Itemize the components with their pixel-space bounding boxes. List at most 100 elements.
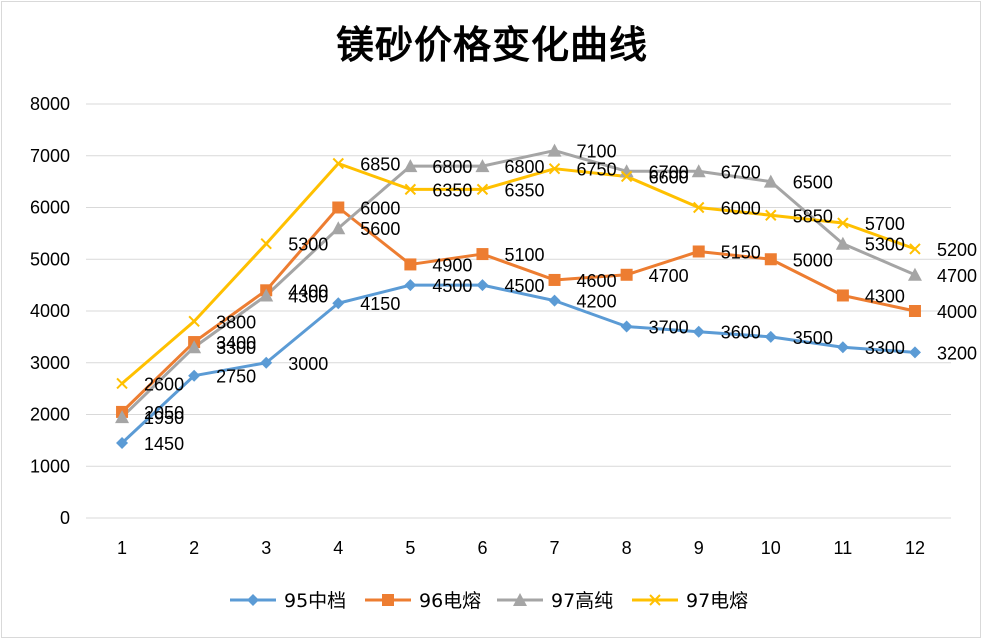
series-4-point <box>404 183 417 196</box>
series-3-point <box>547 143 562 157</box>
x-tick-label: 1 <box>117 538 127 558</box>
series-1-data-label: 4500 <box>432 276 472 296</box>
series-1-point <box>332 297 345 310</box>
series-1-point <box>188 369 201 382</box>
series-1-point <box>404 279 417 292</box>
series-4-point <box>476 183 489 196</box>
x-tick-label: 2 <box>189 538 199 558</box>
series-2-data-label: 4300 <box>865 286 905 306</box>
series-3-data-label: 6700 <box>721 162 761 182</box>
series-1-point <box>908 346 921 359</box>
series-2-point <box>620 268 633 281</box>
series-line-3 <box>120 149 916 419</box>
legend-marker-4 <box>649 594 661 606</box>
series-3-data-label: 4700 <box>937 266 977 286</box>
y-tick-label: 1000 <box>30 456 70 476</box>
y-tick-label: 8000 <box>30 94 70 114</box>
series-4-point <box>260 238 272 250</box>
series-2-point <box>548 273 561 286</box>
y-tick-label: 5000 <box>30 249 70 269</box>
series-3-point <box>331 221 346 235</box>
series-4-point <box>693 201 705 214</box>
y-tick-label: 0 <box>60 508 70 528</box>
y-tick-label: 6000 <box>30 198 70 218</box>
series-4-data-label: 5300 <box>288 235 328 255</box>
series-1-data-label: 3700 <box>649 318 689 338</box>
series-1-point <box>692 325 705 338</box>
series-3-data-label: 3300 <box>216 338 256 358</box>
series-4-point <box>837 217 849 229</box>
series-3-data-label: 4300 <box>288 286 328 306</box>
x-tick-label: 7 <box>550 538 560 558</box>
series-4-point <box>332 157 344 170</box>
series-2-data-label: 4000 <box>937 302 977 322</box>
series-4-data-label: 6600 <box>649 167 689 187</box>
series-1-point <box>476 279 489 292</box>
series-2-point <box>764 253 777 266</box>
series-1-data-label: 3300 <box>865 338 905 358</box>
series-4-data-label: 2600 <box>144 374 184 394</box>
series-4-point <box>620 170 633 183</box>
series-3-point <box>475 159 490 173</box>
legend-label-2: 96电熔 <box>419 590 481 612</box>
series-4-point <box>909 243 921 255</box>
series-4-data-label: 5700 <box>865 214 905 234</box>
series-4-data-label: 3800 <box>216 312 256 332</box>
series-2-point <box>476 248 489 261</box>
series-3-data-label: 1950 <box>144 408 184 428</box>
series-3-point <box>187 340 202 354</box>
series-3-data-label: 6700 <box>649 162 689 182</box>
x-tick-label: 3 <box>261 538 271 558</box>
y-tick-label: 3000 <box>30 353 70 373</box>
series-3-point <box>403 159 418 173</box>
series-2-data-label: 3400 <box>216 333 256 353</box>
legend-marker-2 <box>382 594 394 606</box>
series-4-data-label: 6750 <box>577 160 617 180</box>
series-4-data-label: 6350 <box>504 180 544 200</box>
series-1-data-label: 4150 <box>360 294 400 314</box>
chart-title: 镁砂价格变化曲线 <box>335 22 648 67</box>
legend-label-3: 97高纯 <box>551 590 613 612</box>
series-1-point <box>548 294 561 307</box>
series-2-point <box>692 245 705 258</box>
legend-marker-1 <box>247 594 259 606</box>
series-4-point <box>765 209 777 221</box>
series-1-data-label: 3500 <box>793 328 833 348</box>
series-4-point <box>188 315 200 328</box>
series-2-data-label: 4600 <box>577 271 617 291</box>
series-1-point <box>116 436 129 449</box>
series-4-data-label: 6850 <box>360 155 400 175</box>
y-tick-label: 4000 <box>30 301 70 321</box>
series-1-data-label: 2750 <box>216 367 256 387</box>
series-4-point <box>548 162 561 175</box>
series-2-data-label: 5000 <box>793 250 833 270</box>
legend-label-1: 95中档 <box>284 590 346 612</box>
series-4-data-label: 6350 <box>432 180 472 200</box>
series-2-data-label: 4900 <box>432 255 472 275</box>
series-3-point <box>115 410 130 424</box>
series-3-data-label: 5600 <box>360 219 400 239</box>
x-tick-label: 10 <box>761 538 781 558</box>
series-2-point <box>908 305 921 317</box>
series-3-point <box>907 267 922 281</box>
series-3-data-label: 6800 <box>432 157 472 177</box>
series-3-data-label: 6800 <box>504 157 544 177</box>
legend-marker-3 <box>513 593 527 606</box>
x-tick-label: 4 <box>333 538 343 558</box>
series-1-data-label: 4200 <box>577 292 617 312</box>
series-line-2 <box>120 206 916 413</box>
series-2-point <box>332 201 345 214</box>
series-4-data-label: 6000 <box>721 199 761 219</box>
series-1-data-label: 3600 <box>721 323 761 343</box>
x-tick-label: 12 <box>905 538 925 558</box>
series-1-data-label: 1450 <box>144 434 184 454</box>
series-4-data-label: 5200 <box>937 240 977 260</box>
series-4-data-label: 5850 <box>793 206 833 226</box>
series-2-data-label: 4400 <box>288 281 328 301</box>
series-2-data-label: 2050 <box>144 403 184 423</box>
series-1-data-label: 4500 <box>504 276 544 296</box>
series-3-data-label: 5300 <box>865 235 905 255</box>
series-line-4 <box>121 162 916 385</box>
series-4-point <box>116 377 128 390</box>
x-tick-label: 11 <box>834 538 853 558</box>
